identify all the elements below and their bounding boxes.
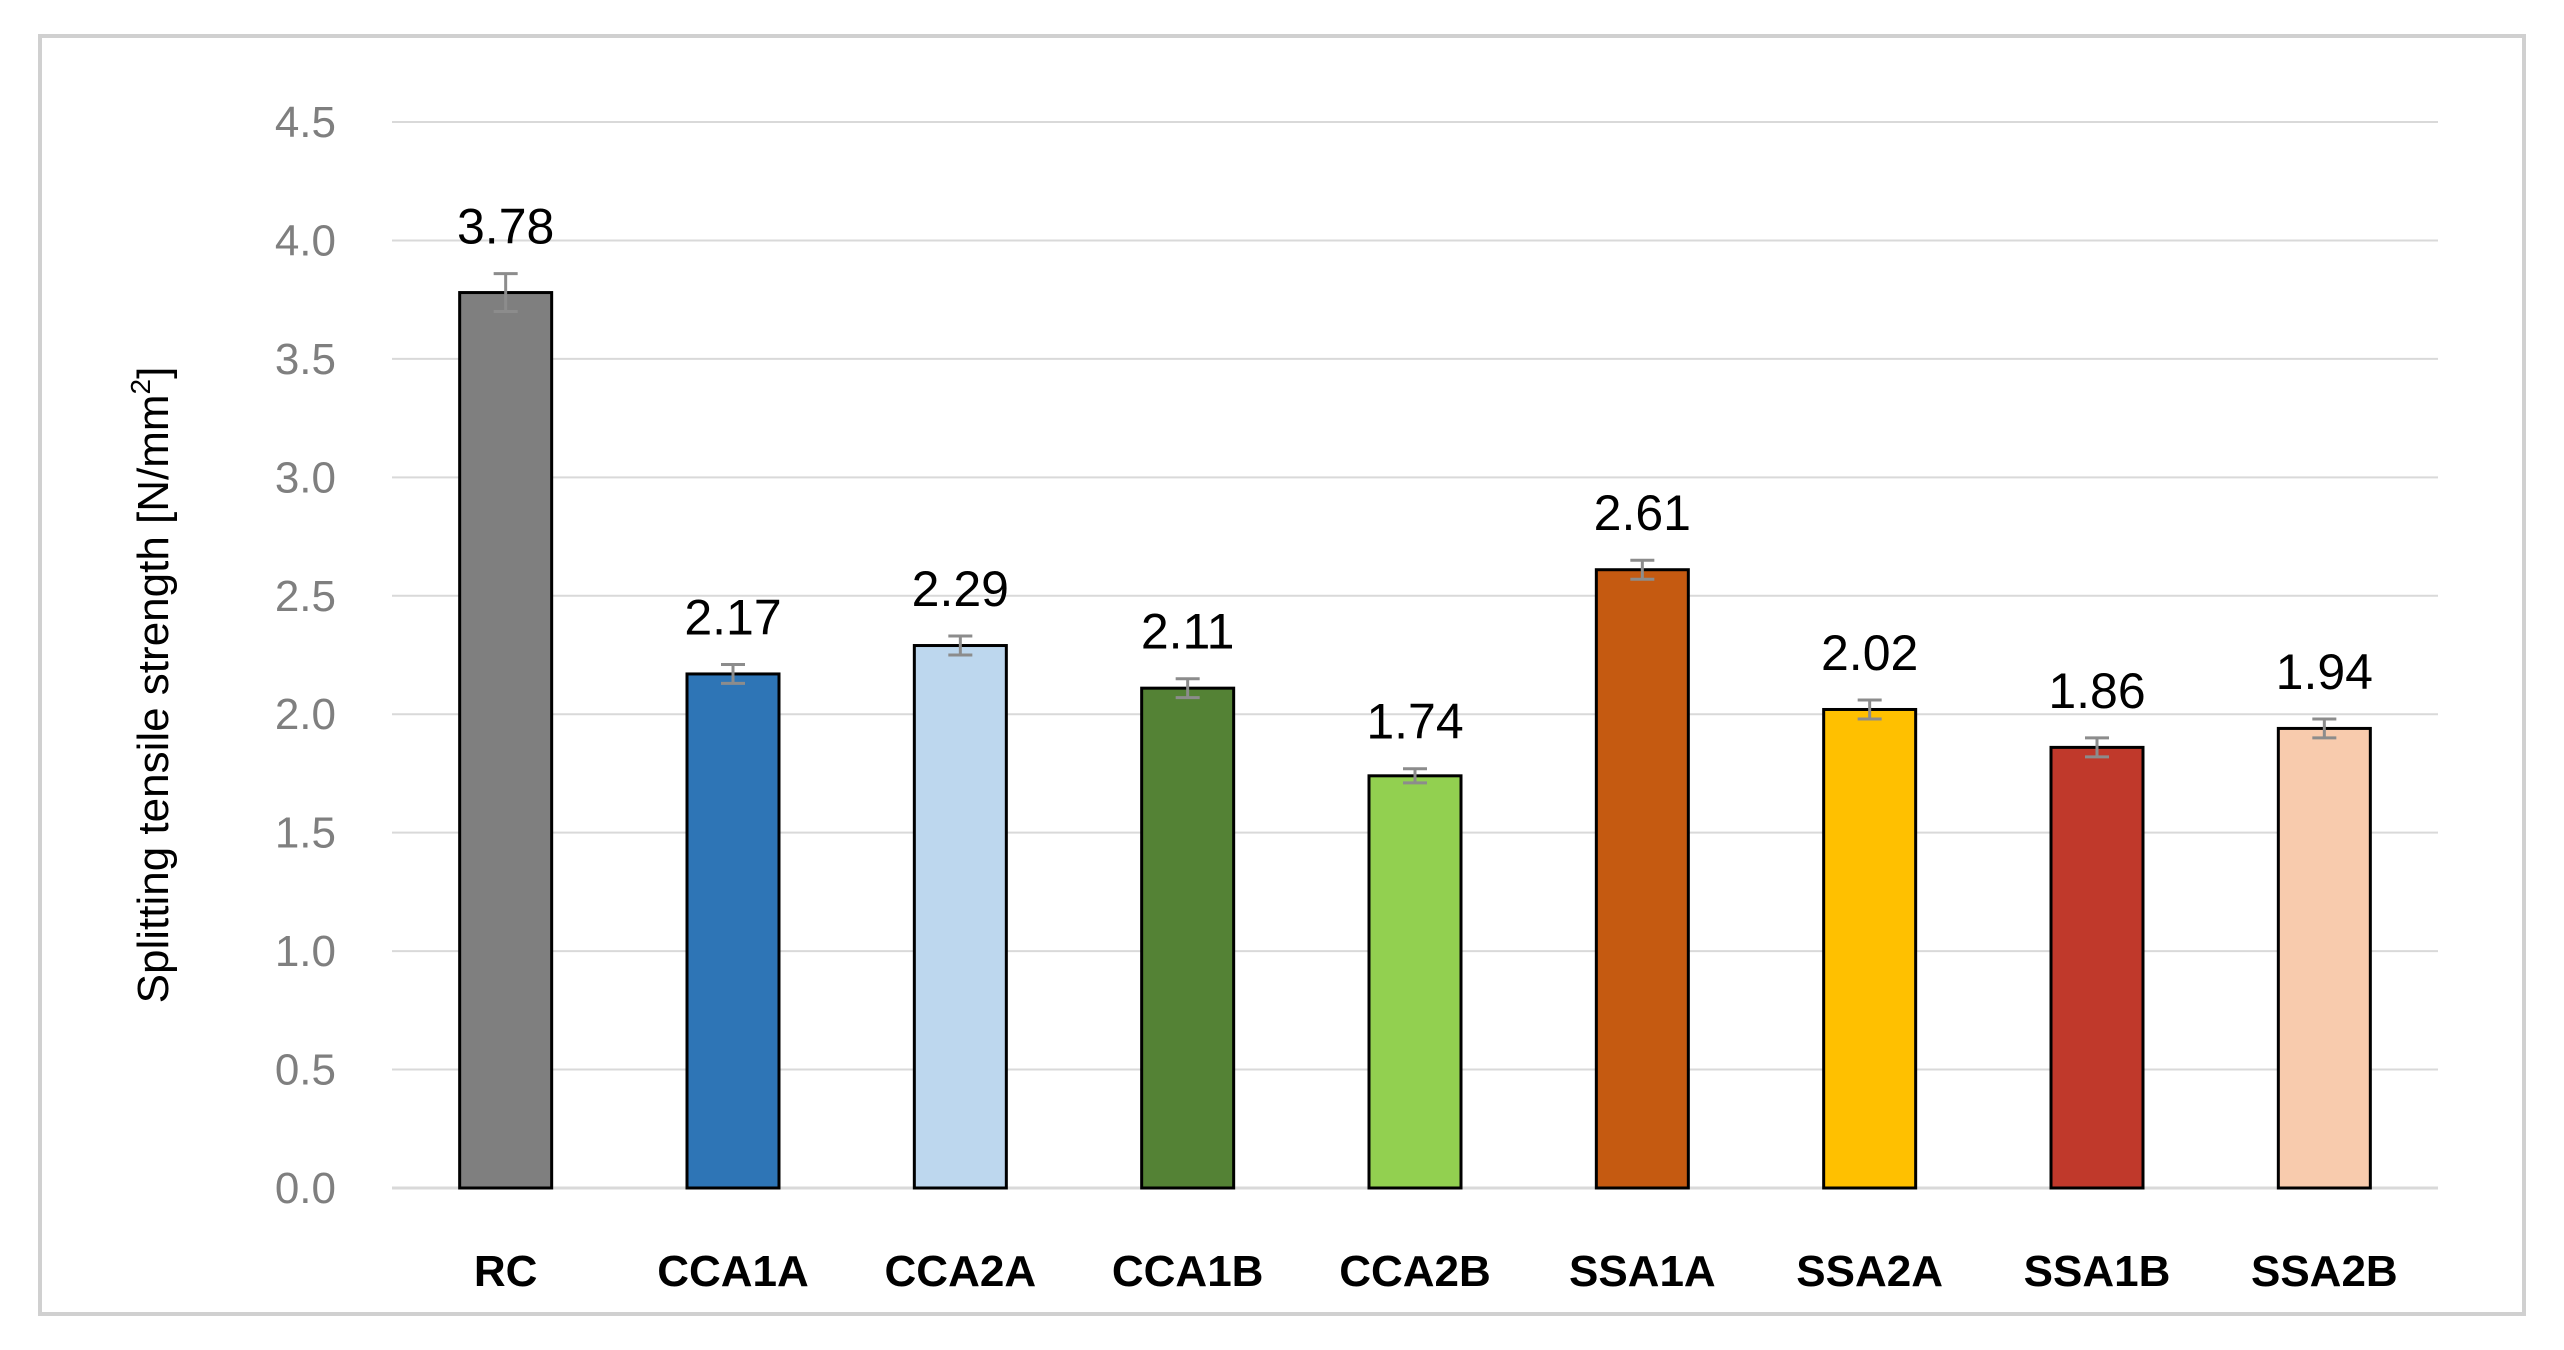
- y-axis-ticks: 0.0 0.5 1.0 1.5 2.0 2.5 3.0 3.5 4.0 4.5: [275, 98, 336, 1213]
- y-axis-label-suffix: ]: [129, 367, 178, 379]
- data-label-ssa2b: 1.94: [2276, 644, 2373, 700]
- y-tick-label: 2.0: [275, 690, 336, 739]
- data-label-cca2a: 2.29: [912, 561, 1009, 617]
- x-axis-ticks: RC CCA1A CCA2A CCA1B CCA2B SSA1A SSA2A SSA1B SSA…: [474, 1247, 2398, 1296]
- y-tick-label: 1.0: [275, 927, 336, 976]
- chart-frame: [38, 34, 2526, 1316]
- y-tick-label: 2.5: [275, 572, 336, 621]
- data-labels-layer: 3.78 2.17 2.29 2.11 1.74 2.61 2.02 1.86 1.94: [457, 199, 2373, 750]
- bar-ssa1b: [2049, 745, 2145, 1190]
- y-tick-label: 0.0: [275, 1164, 336, 1213]
- x-tick-label-ssa1b: SSA1B: [2024, 1247, 2171, 1296]
- bar-ssa1a: [1594, 568, 1690, 1190]
- data-label-ssa1a: 2.61: [1594, 485, 1691, 541]
- x-tick-label-cca1b: CCA1B: [1112, 1247, 1264, 1296]
- bar-ssa2a: [1822, 707, 1918, 1190]
- y-axis-label-superscript: 2: [125, 379, 156, 395]
- data-label-cca1a: 2.17: [684, 589, 781, 645]
- data-label-rc: 3.78: [457, 199, 554, 255]
- data-label-cca2b: 1.74: [1366, 694, 1463, 750]
- data-label-cca1b: 2.11: [1141, 604, 1235, 660]
- x-tick-label-ssa2a: SSA2A: [1796, 1247, 1943, 1296]
- x-tick-label-ssa1a: SSA1A: [1569, 1247, 1716, 1296]
- x-tick-label-cca2a: CCA2A: [885, 1247, 1037, 1296]
- y-tick-label: 4.5: [275, 98, 336, 147]
- x-tick-label-rc: RC: [474, 1247, 538, 1296]
- data-label-ssa1b: 1.86: [2048, 663, 2145, 719]
- y-tick-label: 4.0: [275, 216, 336, 265]
- bar-cca2a: [912, 644, 1008, 1190]
- x-tick-label-cca2b: CCA2B: [1339, 1247, 1491, 1296]
- y-tick-label: 0.5: [275, 1046, 336, 1095]
- bar-rc: [458, 291, 554, 1190]
- y-tick-label: 3.0: [275, 453, 336, 502]
- error-bars-layer: [493, 272, 2337, 785]
- data-label-ssa2a: 2.02: [1821, 625, 1918, 681]
- bar-cca1b: [1140, 686, 1236, 1190]
- y-axis-label: Splitting tensile strength [N/mm2]: [125, 367, 178, 1004]
- y-tick-label: 1.5: [275, 809, 336, 858]
- bar-cca1a: [685, 672, 781, 1190]
- y-axis-label-text: Splitting tensile strength [N/mm: [129, 394, 178, 1003]
- y-tick-label: 3.5: [275, 335, 336, 384]
- x-tick-label-cca1a: CCA1A: [657, 1247, 809, 1296]
- bars-layer: [458, 291, 2372, 1190]
- bar-cca2b: [1367, 774, 1463, 1190]
- x-tick-label-ssa2b: SSA2B: [2251, 1247, 2398, 1296]
- bar-ssa2b: [2276, 726, 2372, 1190]
